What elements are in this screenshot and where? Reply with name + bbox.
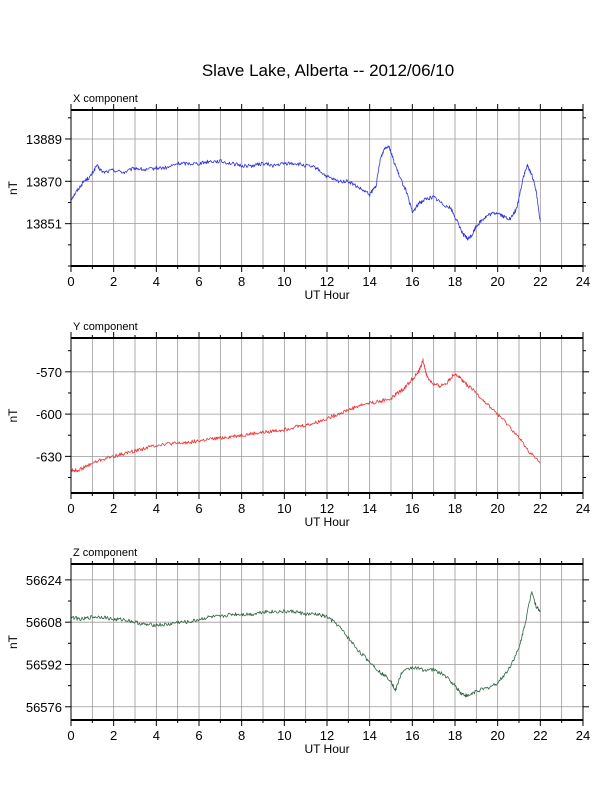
y-axis-label: nT <box>6 408 20 423</box>
y-tick-label: 13851 <box>26 217 62 232</box>
y-tick-label: 13870 <box>26 174 62 189</box>
x-tick-label: 20 <box>490 501 504 516</box>
x-tick-label: 8 <box>238 274 245 289</box>
y-tick-label: 56592 <box>26 657 62 672</box>
x-tick-label: 14 <box>362 501 376 516</box>
x-tick-label: 22 <box>533 501 547 516</box>
x-tick-label: 22 <box>533 274 547 289</box>
x-tick-label: 12 <box>320 728 334 743</box>
x-tick-label: 8 <box>238 728 245 743</box>
x-tick-label: 2 <box>110 501 117 516</box>
y-tick-label: -630 <box>36 449 62 464</box>
x-tick-label: 14 <box>362 274 376 289</box>
x-axis-label: UT Hour <box>304 288 349 302</box>
x-tick-label: 4 <box>153 728 160 743</box>
chart-title: Slave Lake, Alberta -- 2012/06/10 <box>202 61 454 80</box>
x-tick-label: 18 <box>448 501 462 516</box>
x-tick-label: 4 <box>153 501 160 516</box>
x-tick-label: 24 <box>576 501 590 516</box>
x-axis-label: UT Hour <box>304 742 349 756</box>
x-tick-label: 20 <box>490 728 504 743</box>
x-tick-label: 10 <box>277 728 291 743</box>
y-tick-label: -570 <box>36 365 62 380</box>
y-axis-label: nT <box>6 180 20 195</box>
x-tick-label: 24 <box>576 728 590 743</box>
x-tick-label: 6 <box>195 274 202 289</box>
x-tick-label: 18 <box>448 728 462 743</box>
x-tick-label: 12 <box>320 274 334 289</box>
series-line <box>70 591 541 698</box>
x-tick-label: 2 <box>110 728 117 743</box>
x-tick-label: 14 <box>362 728 376 743</box>
series-line <box>71 145 541 241</box>
x-tick-label: 16 <box>405 274 419 289</box>
y-tick-label: 56624 <box>26 573 62 588</box>
x-tick-label: 6 <box>195 501 202 516</box>
x-tick-label: 0 <box>67 501 74 516</box>
x-tick-label: 0 <box>67 274 74 289</box>
y-tick-label: 13889 <box>26 132 62 147</box>
x-tick-label: 24 <box>576 274 590 289</box>
y-tick-label: 56608 <box>26 615 62 630</box>
x-tick-label: 10 <box>277 274 291 289</box>
x-tick-label: 16 <box>405 501 419 516</box>
x-tick-label: 10 <box>277 501 291 516</box>
x-axis-label: UT Hour <box>304 515 349 529</box>
x-tick-label: 22 <box>533 728 547 743</box>
y-axis-label: nT <box>6 634 20 649</box>
x-tick-label: 20 <box>490 274 504 289</box>
panel-title: Z component <box>73 547 137 559</box>
x-tick-label: 2 <box>110 274 117 289</box>
x-tick-label: 18 <box>448 274 462 289</box>
x-tick-label: 0 <box>67 728 74 743</box>
panel-title: Y component <box>73 321 138 333</box>
x-tick-label: 6 <box>195 728 202 743</box>
x-tick-label: 16 <box>405 728 419 743</box>
panel-title: X component <box>73 93 138 105</box>
y-tick-label: -600 <box>36 407 62 422</box>
x-tick-label: 4 <box>153 274 160 289</box>
x-tick-label: 12 <box>320 501 334 516</box>
y-tick-label: 56576 <box>26 700 62 715</box>
x-tick-label: 8 <box>238 501 245 516</box>
series-line <box>70 358 541 473</box>
